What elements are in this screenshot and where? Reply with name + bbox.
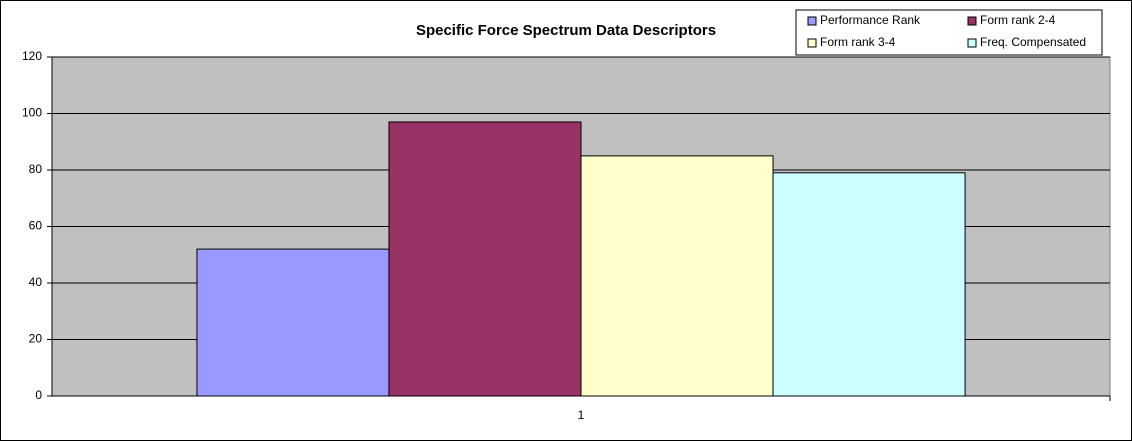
x-tick-label: 1 (578, 408, 585, 422)
legend-label: Performance Rank (820, 13, 921, 27)
legend-swatch (807, 16, 817, 26)
bar (772, 172, 966, 397)
y-tick-label: 100 (22, 106, 42, 120)
legend-swatch (967, 38, 977, 48)
chart-title: Specific Force Spectrum Data Descriptors (416, 22, 716, 39)
legend-swatch (967, 16, 977, 26)
legend-box (795, 9, 1103, 56)
legend-label: Form rank 2-4 (980, 13, 1056, 27)
legend-label: Form rank 3-4 (820, 35, 896, 49)
legend-label: Freq. Compensated (980, 35, 1086, 49)
y-tick-label: 80 (29, 162, 43, 176)
y-tick-label: 0 (35, 388, 42, 402)
bar (388, 121, 582, 397)
y-tick-label: 60 (29, 219, 43, 233)
bar (196, 248, 390, 397)
y-tick-label: 120 (22, 49, 42, 63)
y-tick-label: 20 (29, 332, 43, 346)
bar (580, 155, 774, 397)
legend-swatch (807, 38, 817, 48)
y-tick-label: 40 (29, 275, 43, 289)
